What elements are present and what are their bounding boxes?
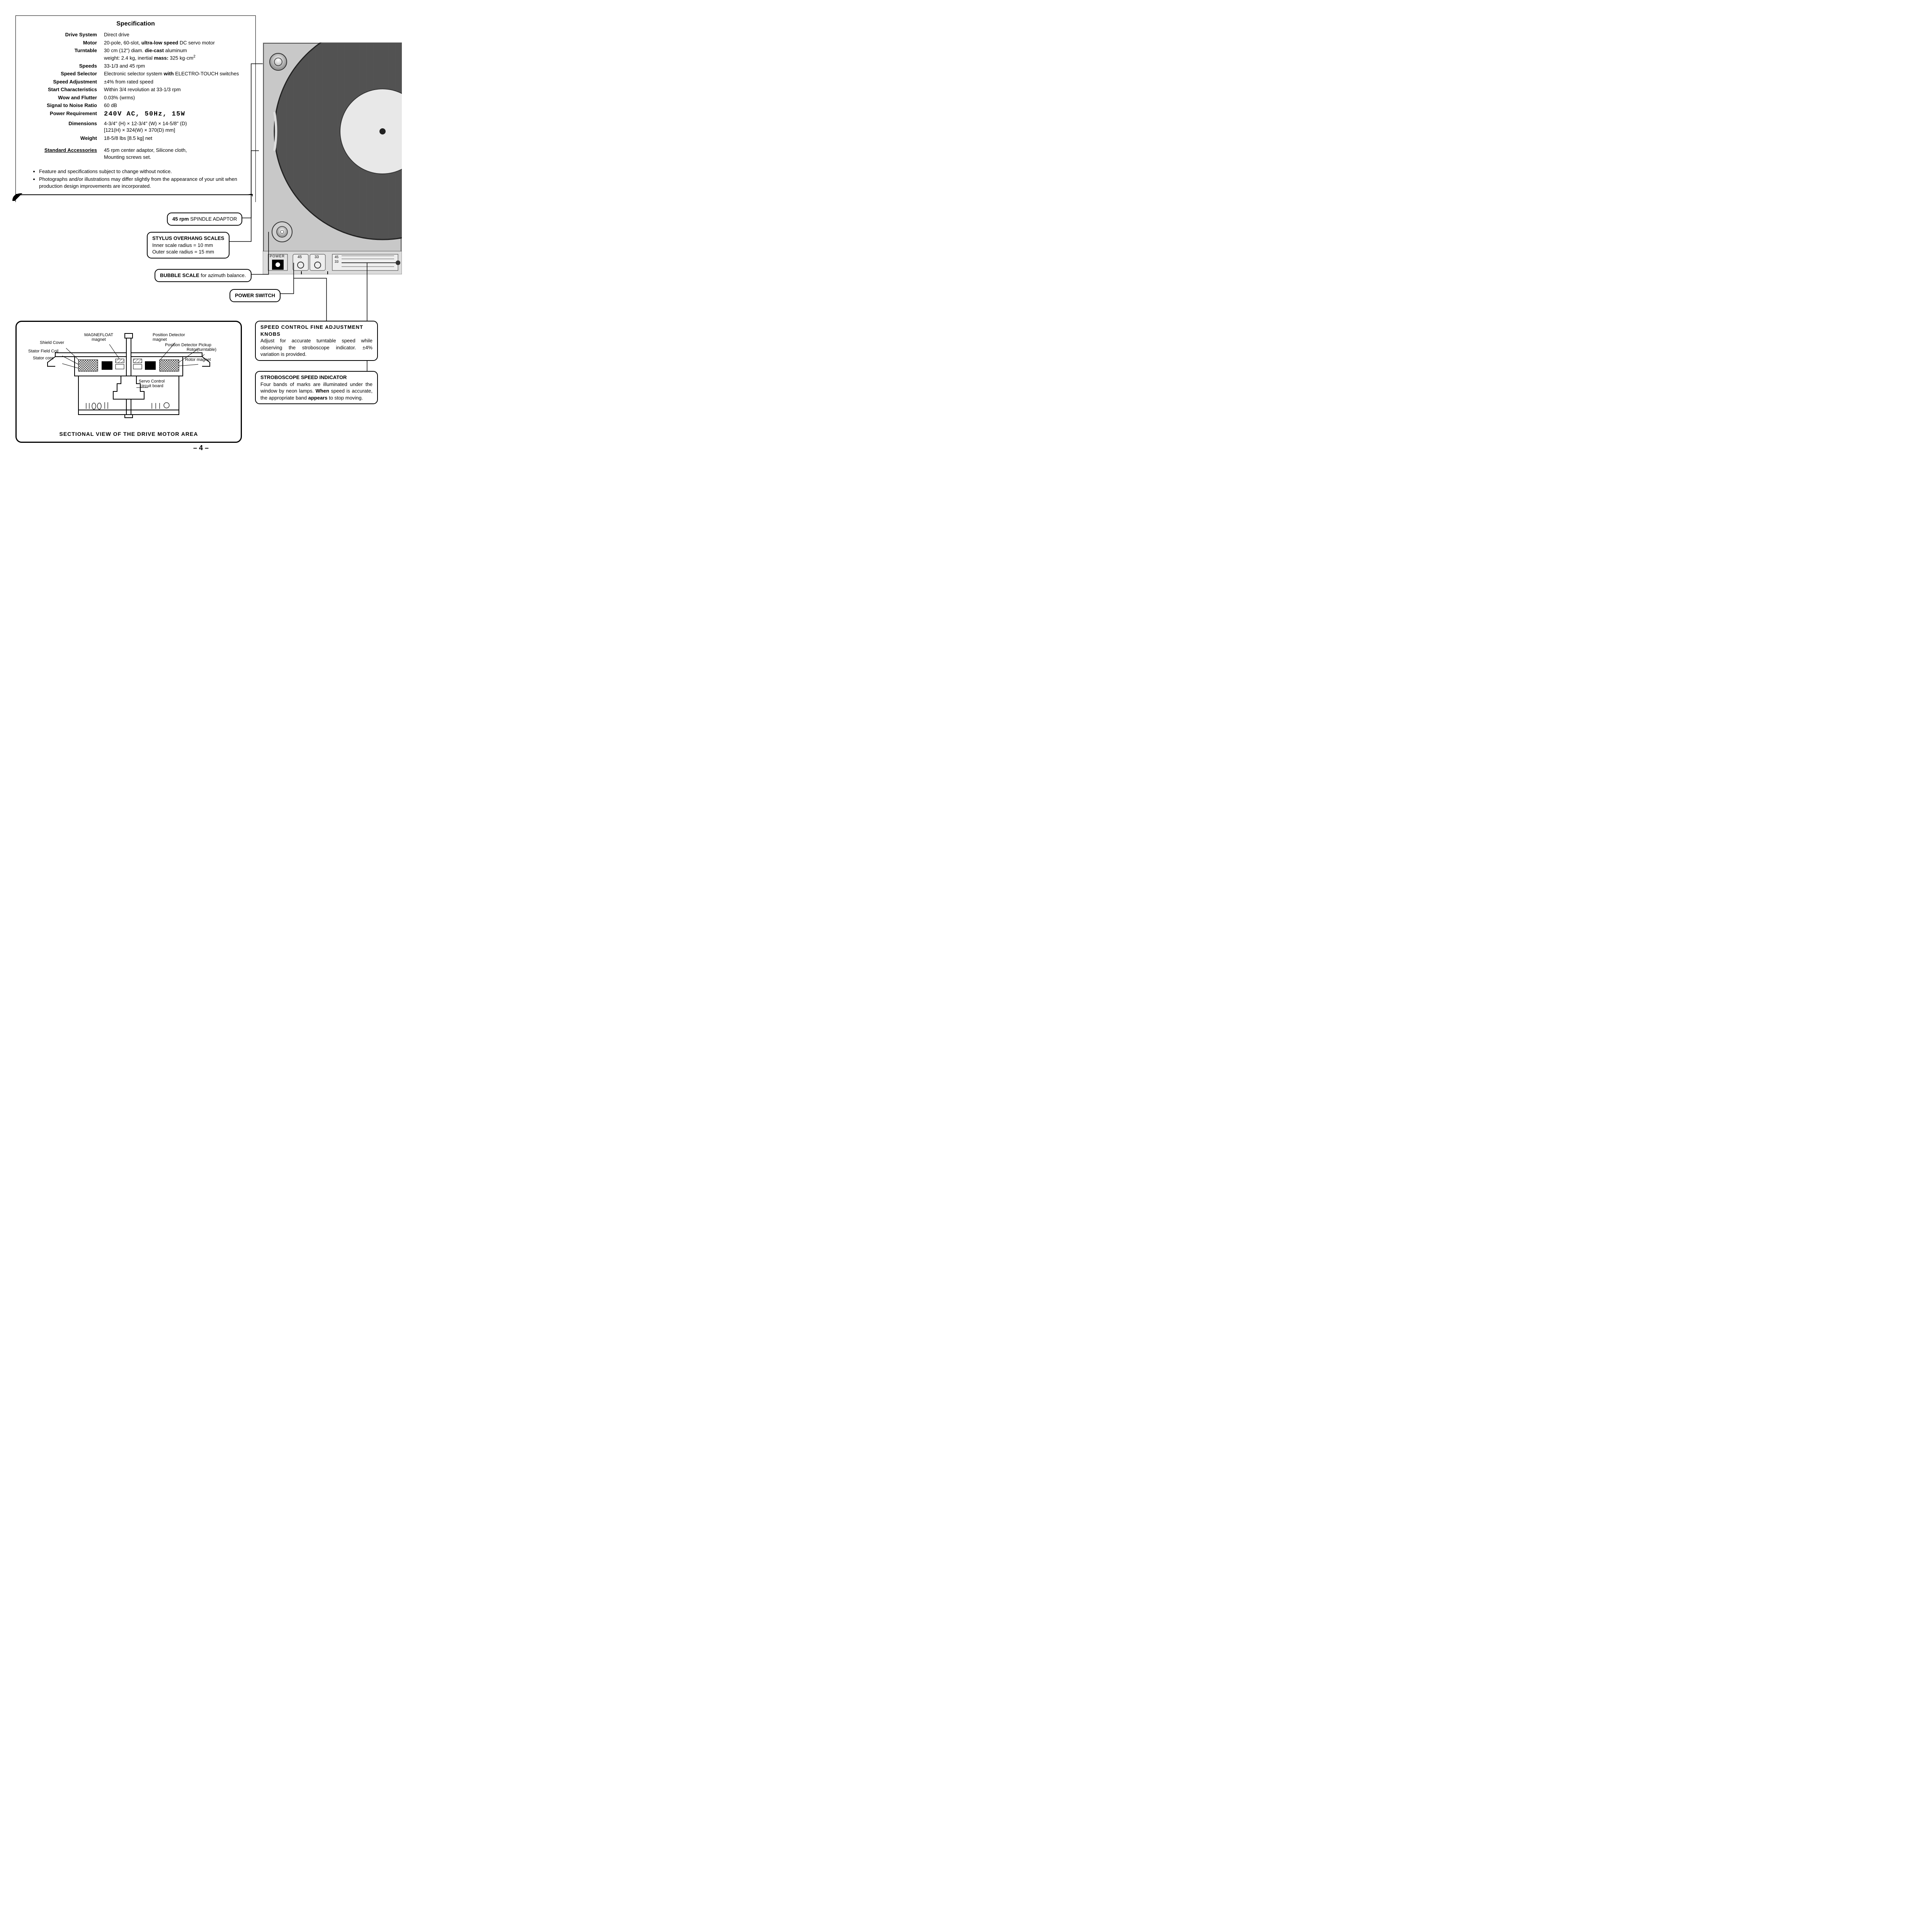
- sectional-view-box: Shield Cover MAGNEFLOAT magnet Stator Fi…: [15, 321, 242, 443]
- specification-table: Drive System Direct drive Motor 20-pole, 60…: [24, 31, 248, 141]
- callout-strobo-body: Four bands of marks are illuminated unde…: [260, 381, 372, 401]
- callout-overhang-title: STYLUS OVERHANG SCALES: [152, 235, 224, 242]
- spec-value: Within 3/4 revolution at 33-1/3 rpm: [104, 86, 248, 93]
- spec-label: Motor: [24, 39, 97, 46]
- callout-speed-knobs-body: Adjust for accurate turntable speed whil…: [260, 337, 372, 358]
- spec-value: 30 cm (12") diam. die-cast aluminumweigh…: [104, 47, 248, 61]
- callout-overhang-line1: Inner scale radius = 10 mm: [152, 242, 224, 249]
- spec-label: Wow and Flutter: [24, 94, 97, 101]
- callout-overhang-line2: Outer scale radius = 15 mm: [152, 248, 224, 255]
- spec-label: Turntable: [24, 47, 97, 61]
- panel-strobo-45: 45: [335, 255, 338, 259]
- label-stator-core: Stator core: [33, 356, 54, 361]
- spec-curl-shadow: [12, 193, 259, 201]
- callout-spindle-adaptor: 45 rpm SPINDLE ADAPTOR: [167, 213, 242, 226]
- specification-box: Specification Drive System Direct drive Mo…: [15, 15, 256, 202]
- footnote-item: Feature and specifications subject to ch…: [39, 168, 248, 175]
- spec-label: Weight: [24, 135, 97, 142]
- panel-power-label: POWER: [270, 254, 285, 258]
- spec-label: Drive System: [24, 31, 97, 38]
- accessories-value: 45 rpm center adaptor, Silicone cloth,Mo…: [104, 147, 248, 160]
- spec-value: Electronic selector system with ELECTRO-…: [104, 70, 248, 77]
- spec-label: Dimensions: [24, 120, 97, 134]
- spec-label: Power Requirement: [24, 110, 97, 119]
- sectional-title: SECTIONAL VIEW OF THE DRIVE MOTOR AREA: [17, 431, 241, 437]
- label-rotor-turntable: Rotor(turntable): [187, 347, 216, 352]
- callout-stroboscope: STROBOSCOPE SPEED INDICATOR Four bands o…: [255, 371, 378, 404]
- label-pos-detector-magnet: Position Detector magnet: [153, 333, 185, 342]
- label-servo: Servo Control circuit board: [139, 379, 165, 388]
- callout-power-text: POWER SWITCH: [235, 293, 275, 298]
- turntable-photo: POWER 45 33 45 33: [263, 43, 402, 274]
- label-magnefloat: MAGNEFLOAT magnet: [84, 333, 113, 342]
- callout-power-switch: POWER SWITCH: [230, 289, 281, 302]
- spec-value: Direct drive: [104, 31, 248, 38]
- callout-overhang: STYLUS OVERHANG SCALES Inner scale radiu…: [147, 232, 230, 259]
- page: Specification Drive System Direct drive Mo…: [15, 15, 386, 440]
- label-stator-field: Stator Field Coil: [28, 349, 58, 354]
- accessories-label: Standard Accessories: [24, 147, 97, 160]
- spec-value: 20-pole, 60-slot, ultra-low speed DC ser…: [104, 39, 248, 46]
- callout-spindle-text: 45 rpm SPINDLE ADAPTOR: [172, 216, 237, 222]
- spec-value: ±4% from rated speed: [104, 78, 248, 85]
- spec-value: 0.03% (wrms): [104, 94, 248, 101]
- panel-33-label: 33: [315, 255, 319, 259]
- spec-label: Speeds: [24, 63, 97, 70]
- footnote-item: Photographs and/or illustrations may dif…: [39, 176, 248, 189]
- spec-value: 4-3/4" (H) × 12-3/4" (W) × 14-5/8" (D)[1…: [104, 120, 248, 134]
- panel-strobo-33: 33: [335, 260, 338, 264]
- callout-speed-knobs: SPEED CONTROL FINE ADJUSTMENT KNOBS Adju…: [255, 321, 378, 361]
- spec-label: Speed Selector: [24, 70, 97, 77]
- spec-value: 33-1/3 and 45 rpm: [104, 63, 248, 70]
- label-pos-detector-pickup: Position Detector Pickup: [165, 343, 211, 347]
- panel-45-label: 45: [298, 255, 302, 259]
- specification-title: Specification: [24, 20, 248, 27]
- label-shield-cover: Shield Cover: [40, 340, 64, 345]
- page-number: – 4 –: [15, 444, 386, 452]
- spec-value: 18-5/8 lbs [8.5 kg] net: [104, 135, 248, 142]
- callout-bubble-scale: BUBBLE SCALE for azimuth balance.: [155, 269, 252, 282]
- callout-speed-knobs-title: SPEED CONTROL FINE ADJUSTMENT KNOBS: [260, 324, 372, 337]
- label-rotor-magnet: Rotor magnet: [185, 357, 211, 362]
- callout-bubble-text: BUBBLE SCALE for azimuth balance.: [160, 272, 246, 278]
- spec-label: Start Characteristics: [24, 86, 97, 93]
- spec-label: Signal to Noise Ratio: [24, 102, 97, 109]
- footnotes: Feature and specifications subject to ch…: [24, 168, 248, 189]
- spec-label: Speed Adjustment: [24, 78, 97, 85]
- spec-value: 60 dB: [104, 102, 248, 109]
- callout-strobo-title: STROBOSCOPE SPEED INDICATOR: [260, 374, 372, 381]
- spec-value: 240V AC, 50Hz, 15W: [104, 110, 248, 119]
